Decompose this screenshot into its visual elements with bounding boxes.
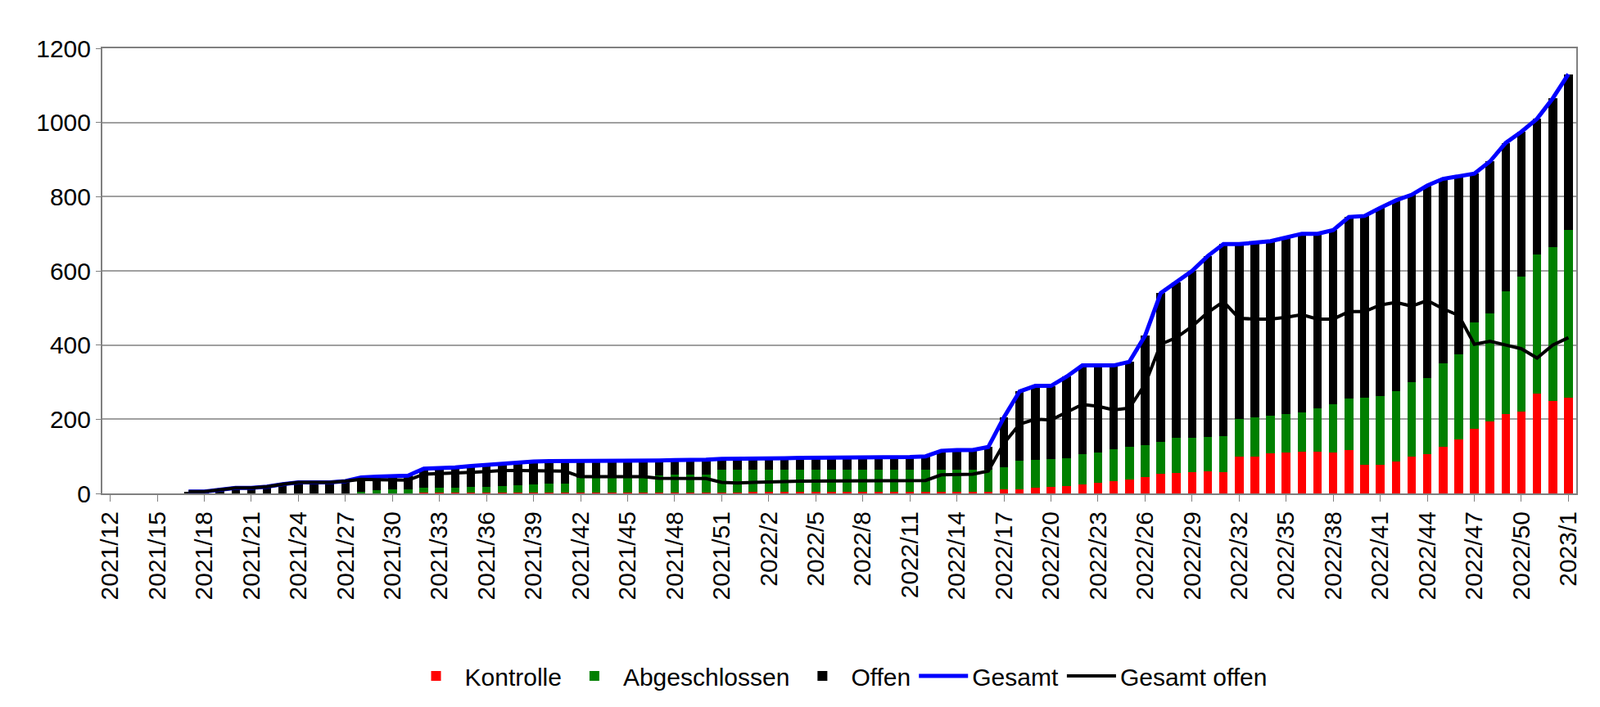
svg-text:2021/30: 2021/30 xyxy=(378,511,406,601)
svg-text:2022/35: 2022/35 xyxy=(1271,511,1299,601)
svg-text:2021/45: 2021/45 xyxy=(613,511,641,601)
svg-text:2022/20: 2022/20 xyxy=(1036,511,1064,601)
svg-text:2021/33: 2021/33 xyxy=(424,511,452,601)
svg-text:2022/2: 2022/2 xyxy=(754,511,782,588)
svg-text:2022/26: 2022/26 xyxy=(1130,511,1158,601)
svg-text:2021/12: 2021/12 xyxy=(95,511,123,601)
svg-text:Abgeschlossen: Abgeschlossen xyxy=(623,664,790,692)
svg-text:2021/21: 2021/21 xyxy=(237,511,265,601)
svg-text:2021/27: 2021/27 xyxy=(331,511,359,601)
svg-text:2021/24: 2021/24 xyxy=(284,511,312,601)
svg-text:2021/42: 2021/42 xyxy=(566,511,594,601)
svg-text:2022/14: 2022/14 xyxy=(942,511,970,601)
svg-text:0: 0 xyxy=(76,480,91,508)
svg-text:2021/36: 2021/36 xyxy=(472,511,500,601)
svg-text:2021/15: 2021/15 xyxy=(143,511,171,601)
svg-text:2022/23: 2022/23 xyxy=(1084,511,1112,601)
svg-text:800: 800 xyxy=(49,183,91,211)
svg-text:Offen: Offen xyxy=(850,664,911,692)
svg-text:1000: 1000 xyxy=(36,108,91,136)
svg-text:2022/38: 2022/38 xyxy=(1319,511,1347,601)
svg-text:2023/1: 2023/1 xyxy=(1554,511,1582,588)
svg-text:1200: 1200 xyxy=(36,35,91,63)
svg-text:2022/32: 2022/32 xyxy=(1224,511,1252,601)
svg-text:2022/41: 2022/41 xyxy=(1365,511,1393,601)
svg-text:200: 200 xyxy=(49,406,91,434)
svg-text:Kontrolle: Kontrolle xyxy=(465,664,562,692)
svg-text:Gesamt: Gesamt xyxy=(971,664,1059,692)
svg-text:400: 400 xyxy=(49,331,91,359)
svg-text:2022/29: 2022/29 xyxy=(1178,511,1206,601)
svg-text:2021/48: 2021/48 xyxy=(660,511,688,601)
svg-text:2022/50: 2022/50 xyxy=(1507,511,1535,601)
svg-text:2022/5: 2022/5 xyxy=(801,511,829,588)
svg-text:2022/8: 2022/8 xyxy=(848,511,876,588)
svg-text:2021/51: 2021/51 xyxy=(707,511,735,601)
svg-text:Gesamt offen: Gesamt offen xyxy=(1120,664,1268,692)
svg-text:2021/39: 2021/39 xyxy=(519,511,547,601)
svg-text:600: 600 xyxy=(49,257,91,285)
svg-text:2022/44: 2022/44 xyxy=(1413,511,1441,601)
svg-text:2021/18: 2021/18 xyxy=(189,511,217,601)
svg-text:2022/11: 2022/11 xyxy=(895,511,923,599)
svg-text:2022/47: 2022/47 xyxy=(1459,511,1488,601)
svg-text:2022/17: 2022/17 xyxy=(989,511,1017,601)
